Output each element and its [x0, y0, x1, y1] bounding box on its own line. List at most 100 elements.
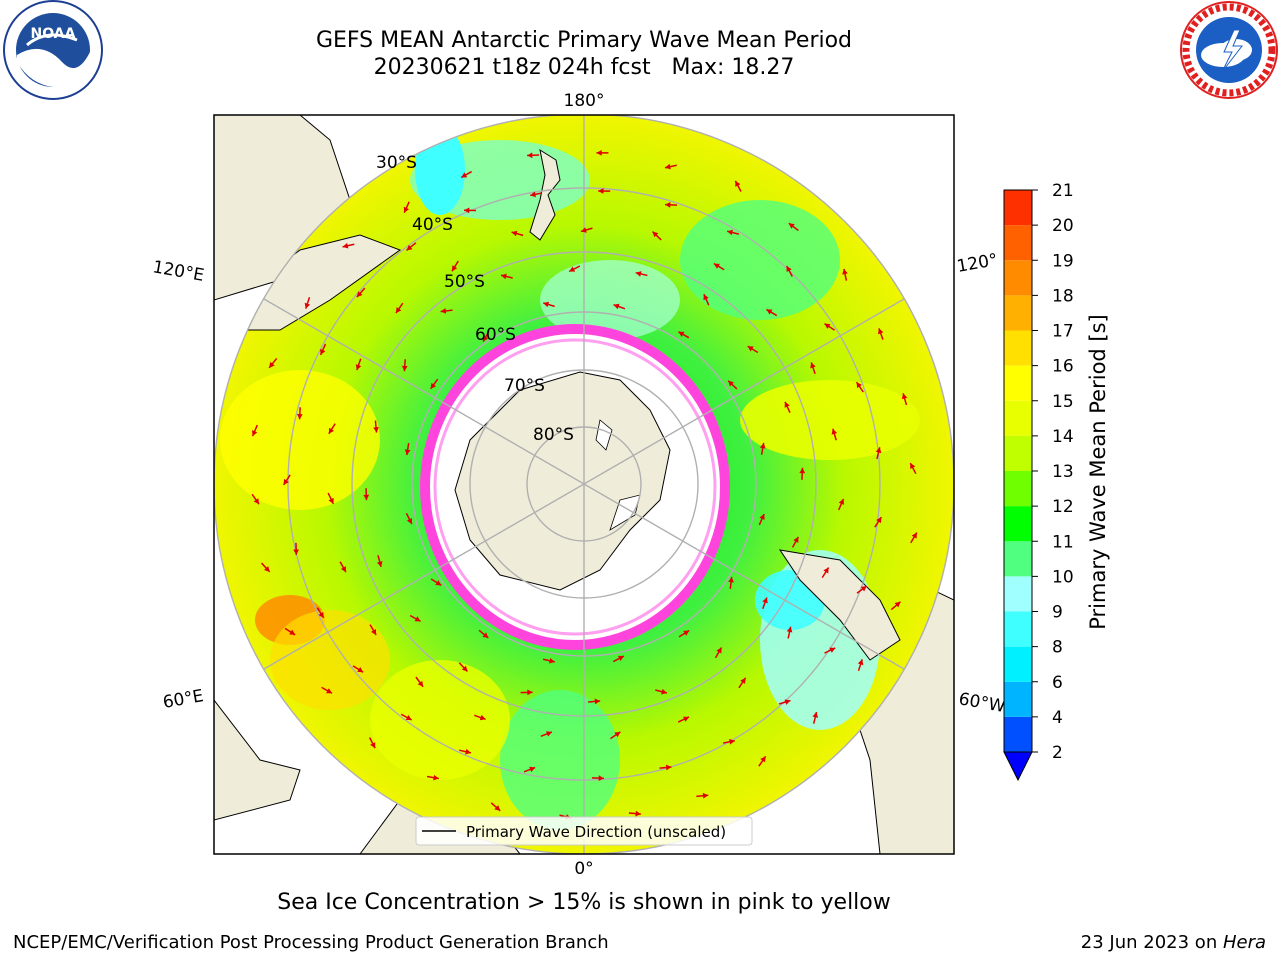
wave-arrow-head [727, 229, 733, 236]
colorbar-extend-min [1003, 751, 1033, 782]
wave-arrow-head [728, 380, 734, 387]
wave-arrow-head [451, 265, 458, 272]
lon-label-180: 180° [564, 91, 605, 111]
wave-arrow-head [759, 442, 766, 449]
wave-arrow-head [404, 449, 411, 455]
wave-arrow-head [613, 303, 620, 310]
wave-arrow-head [713, 263, 720, 269]
wave-arrow-head [617, 655, 624, 662]
legend-entry: Primary Wave Direction (unscaled) [466, 823, 726, 841]
wave-arrow-head [328, 497, 334, 504]
wave-arrow-head [527, 152, 533, 159]
colorbar-tick-label: 20 [1052, 216, 1074, 236]
wave-arrow-head [683, 716, 690, 722]
graticule [214, 115, 954, 854]
wave-arrow-head [683, 630, 690, 636]
wave-arrow-head [678, 331, 685, 337]
wave-arrow-head [729, 738, 735, 745]
colorbar-band [1004, 611, 1032, 647]
colorbar-tick-label: 13 [1052, 462, 1074, 482]
wave-arrow-head [318, 611, 324, 618]
wave-arrow-head [430, 382, 437, 389]
wave-direction-arrows [251, 150, 918, 820]
colorbar-tick-label: 8 [1052, 638, 1063, 658]
wave-arrow-head [435, 580, 442, 586]
wave-arrow-head [635, 271, 642, 277]
wave-arrow-head [760, 756, 766, 763]
wave-arrow-head [759, 513, 765, 520]
wave-arrow-head [860, 586, 867, 592]
wave-arrow-head [596, 150, 602, 156]
wave-arrow-head [786, 626, 793, 633]
wave-arrow-head [823, 567, 829, 574]
colorbar-tick-label: 11 [1052, 532, 1074, 552]
wave-arrow-head [545, 731, 552, 737]
wave-arrow-head [799, 467, 806, 474]
wave-arrow-head [598, 775, 604, 782]
wave-arrow-head [283, 478, 289, 485]
lat-label-70s: 70°S [504, 376, 545, 396]
wave-arrow-head [304, 302, 311, 309]
wave-arrow-head [373, 427, 379, 433]
wave-arrow-head [614, 731, 621, 738]
wave-arrow-head [580, 227, 587, 233]
map-frame [213, 114, 955, 855]
wave-arrow-head [406, 517, 413, 524]
colorbar-band [1004, 260, 1032, 296]
colorbar-tick-label: 15 [1052, 392, 1074, 412]
sea-ice-note: Sea Ice Concentration > 15% is shown in … [277, 890, 891, 915]
wave-arrow-head [479, 714, 486, 721]
wave-arrow-head [652, 231, 659, 238]
wave-arrow-head [543, 301, 550, 308]
wave-arrow-head [716, 647, 722, 654]
wave-arrow-head [875, 447, 882, 454]
wave-arrow-head [440, 308, 447, 314]
wave-arrow-head [829, 647, 836, 653]
colorbar-tick-label: 4 [1052, 708, 1063, 728]
wave-arrow-head [594, 698, 601, 705]
wave-arrow-head [661, 688, 667, 695]
wave-arrow-head [824, 323, 831, 329]
wave-arrow-head [355, 364, 362, 371]
wave-arrow-head [403, 206, 410, 213]
wave-arrow-head [766, 309, 773, 315]
wave-arrow-head [838, 498, 845, 505]
colorbar-tick-label: 16 [1052, 357, 1074, 377]
wave-arrow-head [405, 714, 412, 721]
wave-arrow-head [326, 688, 333, 694]
wave-arrow-head [569, 266, 576, 272]
wave-arrow-head [877, 328, 884, 335]
colorbar-band [1004, 295, 1032, 331]
colorbar-tick-label: 6 [1052, 673, 1063, 693]
noaa-logo: NOAA [3, 0, 103, 100]
colorbar-tick-label: 18 [1052, 286, 1074, 306]
wave-arrow-head [529, 766, 536, 773]
colorbar-tick-label: 19 [1052, 251, 1074, 271]
lat-label-50s: 50°S [444, 272, 485, 292]
wave-arrow-head [857, 659, 864, 666]
new-zealand-land [529, 148, 561, 241]
noaa-logo-text: NOAA [31, 26, 76, 42]
wave-arrow-head [289, 629, 296, 635]
wave-arrow-head [702, 792, 709, 799]
colorbar-band [1004, 190, 1032, 226]
colorbar-band [1004, 365, 1032, 401]
lat-label-40s: 40°S [412, 215, 453, 235]
wave-arrow-head [812, 712, 819, 718]
wave-arrow-head [635, 810, 641, 817]
wave-arrow-head [665, 201, 671, 208]
footer-credit: NCEP/EMC/Verification Post Processing Pr… [13, 932, 609, 953]
colorbar-tick-label: 12 [1052, 497, 1074, 517]
colorbar-band [1004, 506, 1032, 542]
wave-arrow-head [482, 632, 489, 638]
lat-label-80s: 80°S [533, 425, 574, 445]
wave-arrow-head [401, 365, 408, 372]
wave-arrow-head [501, 273, 507, 280]
wave-arrow-head [810, 362, 816, 369]
wave-arrow-head [357, 667, 364, 673]
colorbar-tick-label: 14 [1052, 427, 1074, 447]
wave-arrow-head [328, 427, 335, 434]
wave-arrow-head [740, 677, 746, 684]
